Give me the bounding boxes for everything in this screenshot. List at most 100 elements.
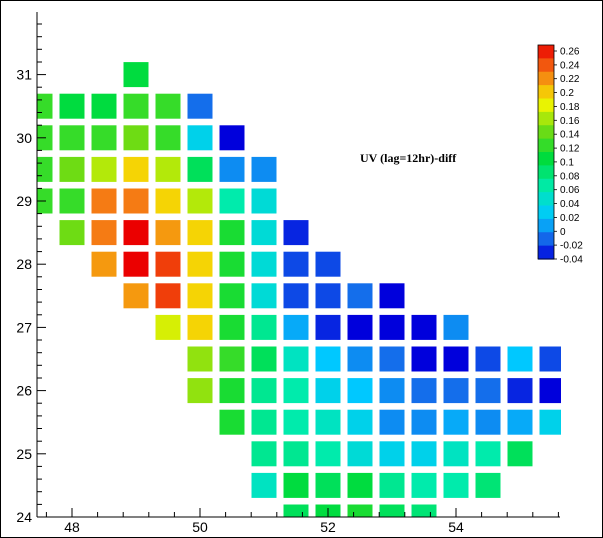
colorbar-tick-label: 0.02 (560, 213, 580, 224)
heatmap-cell (379, 346, 405, 372)
heatmap-cell (155, 314, 181, 340)
heatmap-cell (219, 378, 245, 404)
heatmap-cell (219, 314, 245, 340)
heatmap-cell (347, 378, 373, 404)
heatmap-cell (379, 441, 405, 467)
colorbar-tick-label: 0.22 (560, 74, 580, 85)
y-tick-label: 24 (16, 509, 32, 525)
heatmap-cell (315, 441, 341, 467)
heatmap-cell (539, 409, 561, 435)
heatmap-cell (91, 93, 117, 119)
heatmap-cell (315, 378, 341, 404)
heatmap-cell (283, 220, 309, 246)
heatmap-cell (411, 346, 437, 372)
heatmap-cell (219, 188, 245, 214)
heatmap-cell (251, 409, 277, 435)
heatmap-cell (187, 125, 213, 151)
heatmap-cell (219, 125, 245, 151)
heatmap-cell (283, 472, 309, 498)
x-tick-label: 50 (192, 519, 208, 535)
heatmap-cell (315, 346, 341, 372)
heatmap-cell (187, 188, 213, 214)
heatmap-cell (443, 409, 469, 435)
heatmap-cell (187, 378, 213, 404)
heatmap-cell (411, 378, 437, 404)
heatmap-cell (475, 441, 501, 467)
colorbar-tick-label: 0.26 (560, 47, 580, 58)
heatmap-cell (507, 378, 533, 404)
colorbar-segment (538, 152, 554, 166)
heatmap-cell (59, 188, 85, 214)
heatmap-cell (379, 504, 405, 517)
heatmap-cell (475, 346, 501, 372)
x-tick-label: 54 (448, 519, 464, 535)
heatmap-cell (123, 93, 149, 119)
heatmap-cell (187, 283, 213, 309)
heatmap-cell (59, 220, 85, 246)
heatmap-cell (219, 409, 245, 435)
heatmap-cell (283, 378, 309, 404)
heatmap-cell (283, 283, 309, 309)
heatmap-cell (475, 409, 501, 435)
colorbar-segment (538, 125, 554, 140)
colorbar-tick-label: 0.24 (560, 60, 580, 71)
heatmap-cell (379, 409, 405, 435)
heatmap-cell (91, 156, 117, 182)
colorbar-segment (538, 98, 554, 113)
heatmap-cell (187, 314, 213, 340)
heatmap-cell (187, 93, 213, 119)
colorbar-segment (538, 178, 554, 193)
heatmap-cell (219, 156, 245, 182)
heatmap-cell (283, 251, 309, 277)
heatmap-cell (443, 314, 469, 340)
heatmap-cell (59, 93, 85, 119)
heatmap-cell (443, 346, 469, 372)
colorbar-segment (538, 232, 554, 247)
y-tick-label: 27 (16, 319, 32, 335)
y-tick-label: 31 (16, 67, 32, 83)
heatmap-cell (155, 188, 181, 214)
colorbar-tick-label: 0.1 (560, 157, 574, 168)
heatmap-cell (123, 251, 149, 277)
heatmap-cell (251, 156, 277, 182)
heatmap-cell (507, 409, 533, 435)
y-tick-label: 25 (16, 446, 32, 462)
heatmap-cell (123, 188, 149, 214)
colorbar-segment (538, 245, 554, 260)
y-tick-label: 29 (16, 193, 32, 209)
heatmap-cell (315, 314, 341, 340)
heatmap-cell (59, 125, 85, 151)
heatmap-cell (411, 409, 437, 435)
heatmap-cell (37, 93, 53, 119)
heatmap-cell (347, 472, 373, 498)
heatmap-cell (219, 283, 245, 309)
heatmap-cell (91, 251, 117, 277)
heatmap-cell (123, 125, 149, 151)
heatmap-cell (379, 472, 405, 498)
colorbar-segment (538, 218, 554, 233)
heatmap-cell (251, 441, 277, 467)
colorbar-border (537, 44, 555, 260)
heatmap-cell (123, 156, 149, 182)
colorbar-tick-label: 0.04 (560, 199, 580, 210)
colorbar-segment (538, 138, 554, 153)
colorbar-tick-label: -0.02 (560, 241, 583, 252)
heatmap-cell (347, 283, 373, 309)
heatmap-cell (539, 346, 561, 372)
heatmap-cell (347, 314, 373, 340)
axes: 24 25 26 27 28 29 30 31 48 50 52 54 (16, 12, 560, 535)
heatmap-cell (251, 188, 277, 214)
heatmap-cell (155, 251, 181, 277)
heatmap-cell (443, 472, 469, 498)
heatmap-cell (379, 378, 405, 404)
colorbar-segment (538, 205, 554, 220)
heatmap-cell (507, 441, 533, 467)
chart-title: UV (lag=12hr)-diff (360, 151, 457, 165)
colorbar-tick-label: 0.2 (560, 88, 574, 99)
heatmap-cell (411, 441, 437, 467)
heatmap-cell (283, 409, 309, 435)
heatmap-cell (251, 378, 277, 404)
heatmap-cell (187, 156, 213, 182)
heatmap-cell (219, 346, 245, 372)
heatmap-cell (155, 220, 181, 246)
